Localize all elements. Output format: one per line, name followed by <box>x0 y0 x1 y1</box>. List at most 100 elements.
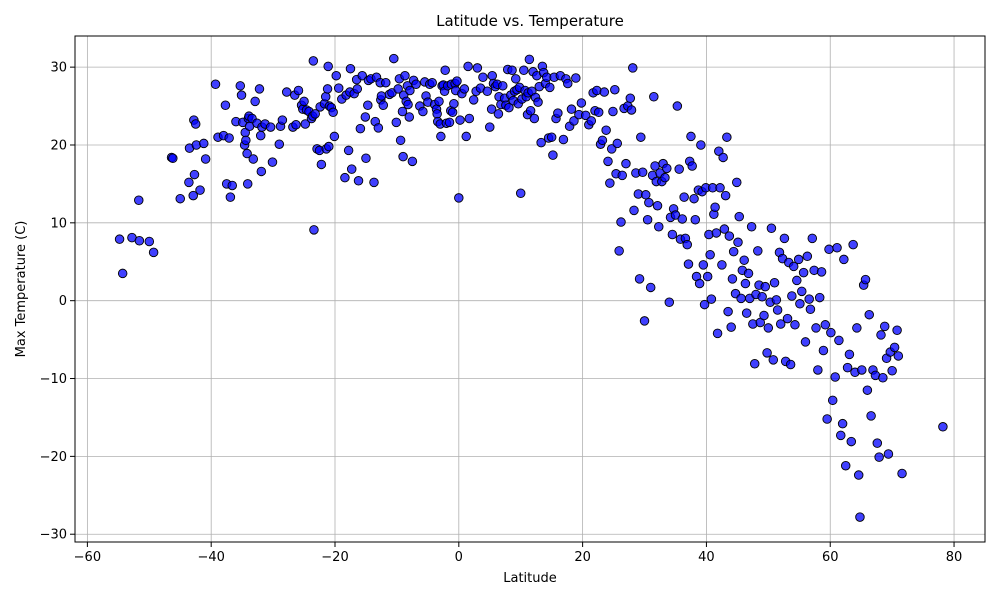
data-point <box>718 152 728 163</box>
data-point <box>782 313 793 324</box>
data-point <box>634 274 645 284</box>
y-tick-label: −30 <box>40 528 67 543</box>
data-point <box>411 79 421 90</box>
data-point <box>616 217 626 227</box>
data-point <box>369 177 379 188</box>
data-point <box>826 327 836 338</box>
data-point <box>855 512 865 522</box>
x-tick-label: −60 <box>74 550 101 565</box>
data-point <box>771 295 782 305</box>
data-point <box>800 337 811 347</box>
data-point <box>705 249 715 260</box>
data-point <box>267 157 278 167</box>
data-point <box>743 268 754 279</box>
data-point <box>736 293 746 304</box>
data-point <box>250 96 260 107</box>
data-point <box>274 139 285 149</box>
data-point <box>395 135 406 146</box>
data-point <box>144 236 155 247</box>
data-point <box>644 197 654 208</box>
data-point <box>586 116 597 126</box>
data-point <box>381 77 391 88</box>
data-point <box>452 76 462 86</box>
data-point <box>300 119 311 129</box>
y-tick-label: 0 <box>59 294 67 309</box>
data-point <box>830 372 840 382</box>
data-point <box>320 91 331 102</box>
data-point <box>763 323 774 333</box>
data-point <box>872 438 883 448</box>
data-point <box>814 292 825 303</box>
data-point <box>717 260 727 270</box>
data-point <box>188 190 198 201</box>
data-point <box>546 132 557 142</box>
data-point <box>698 260 709 270</box>
data-point <box>818 345 829 356</box>
data-point <box>866 411 876 421</box>
data-point <box>645 282 656 293</box>
data-points <box>114 53 948 522</box>
data-point <box>478 72 488 83</box>
data-point <box>134 235 145 246</box>
data-point <box>617 170 627 181</box>
data-point <box>331 70 341 81</box>
data-point <box>606 144 617 154</box>
data-point <box>566 104 577 114</box>
data-point <box>571 73 581 83</box>
data-point <box>346 164 357 174</box>
data-point <box>536 137 546 148</box>
data-point <box>722 132 732 142</box>
data-point <box>464 113 475 124</box>
data-point <box>739 255 749 265</box>
data-point <box>545 82 555 93</box>
data-point <box>601 125 611 135</box>
x-tick-label: 80 <box>946 550 963 565</box>
data-point <box>175 193 185 204</box>
data-point <box>762 348 772 358</box>
data-point <box>727 274 738 284</box>
data-point <box>874 452 884 462</box>
data-point <box>732 177 742 188</box>
data-point <box>683 259 694 269</box>
data-point <box>846 436 857 447</box>
data-point <box>593 107 604 118</box>
data-point <box>389 53 399 64</box>
data-point <box>860 274 871 285</box>
data-point <box>775 319 786 329</box>
data-point <box>686 131 696 142</box>
x-tick-label: 0 <box>455 550 463 565</box>
data-point <box>699 299 710 310</box>
data-point <box>291 119 301 130</box>
data-point <box>816 267 827 277</box>
data-point <box>711 228 722 238</box>
data-point <box>210 79 221 90</box>
data-point <box>461 131 471 142</box>
data-point <box>690 214 701 225</box>
data-point <box>378 100 389 111</box>
data-point <box>824 244 834 255</box>
data-point <box>687 161 697 171</box>
data-point <box>569 116 579 126</box>
data-point <box>720 190 731 201</box>
data-point <box>242 148 252 159</box>
data-point <box>355 123 366 134</box>
data-point <box>726 322 736 332</box>
data-point <box>636 132 646 142</box>
data-point <box>608 106 618 117</box>
data-point <box>255 130 266 141</box>
data-point <box>674 164 684 174</box>
data-point <box>277 115 288 125</box>
data-point <box>787 291 797 301</box>
data-point <box>664 297 675 307</box>
y-tick-label: −20 <box>40 450 67 465</box>
data-point <box>468 95 479 105</box>
data-point <box>525 105 536 116</box>
data-point <box>293 85 304 96</box>
data-point <box>837 418 848 429</box>
data-point <box>834 335 844 346</box>
grid <box>75 36 985 542</box>
y-tick-label: 10 <box>50 216 67 231</box>
data-point <box>719 224 730 234</box>
data-point <box>804 294 814 304</box>
data-point <box>504 102 514 113</box>
